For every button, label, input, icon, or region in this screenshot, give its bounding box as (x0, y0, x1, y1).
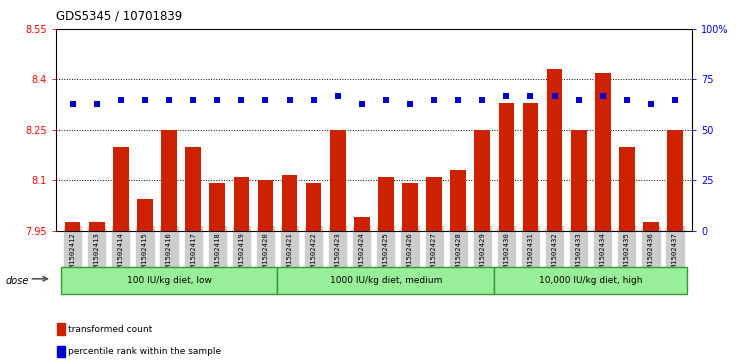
Bar (595, 73, 611, 231)
Point (621, 97, 633, 102)
Bar (426, 177, 442, 231)
Point (235, 97, 247, 102)
Point (260, 97, 272, 102)
Text: percentile rank within the sample: percentile rank within the sample (68, 347, 222, 356)
Bar (571, 130, 586, 231)
Point (452, 97, 464, 102)
Bar (113, 147, 129, 231)
Bar (306, 184, 321, 231)
Point (211, 97, 223, 102)
Bar (57, 346, 65, 357)
Bar (330, 130, 345, 231)
Bar (354, 217, 370, 231)
Bar (619, 147, 635, 231)
Point (669, 97, 681, 102)
Bar (137, 199, 153, 231)
Bar (522, 103, 539, 231)
Point (404, 101, 416, 106)
Bar (475, 130, 490, 231)
Bar (667, 130, 683, 231)
Bar (209, 184, 225, 231)
Point (476, 97, 488, 102)
Bar (89, 222, 105, 231)
Bar (403, 184, 418, 231)
Bar (161, 130, 177, 231)
Point (501, 93, 513, 98)
Bar (378, 177, 394, 231)
Bar (282, 175, 298, 231)
Point (187, 97, 199, 102)
Text: 100 IU/kg diet, low: 100 IU/kg diet, low (126, 276, 211, 285)
Bar (498, 103, 514, 231)
Bar (257, 180, 273, 231)
Point (308, 97, 320, 102)
Point (548, 93, 560, 98)
Bar (494, 266, 687, 294)
Point (573, 97, 585, 102)
Point (525, 93, 536, 98)
Bar (65, 222, 80, 231)
Text: 1000 IU/kg diet, medium: 1000 IU/kg diet, medium (330, 276, 442, 285)
Point (428, 97, 440, 102)
Point (283, 97, 295, 102)
Point (380, 97, 392, 102)
Bar (234, 177, 249, 231)
Text: 10,000 IU/kg diet, high: 10,000 IU/kg diet, high (539, 276, 643, 285)
Point (645, 101, 657, 106)
Bar (643, 222, 658, 231)
Bar (57, 323, 65, 335)
Bar (185, 147, 201, 231)
Point (67, 101, 79, 106)
Bar (450, 170, 466, 231)
Point (115, 97, 126, 102)
Point (163, 97, 175, 102)
Point (356, 101, 368, 106)
Point (332, 93, 344, 98)
Point (139, 97, 151, 102)
Bar (60, 266, 278, 294)
Point (597, 93, 609, 98)
Bar (278, 266, 494, 294)
Point (91, 101, 103, 106)
Text: dose: dose (6, 276, 29, 286)
Bar (547, 69, 562, 231)
Text: GDS5345 / 10701839: GDS5345 / 10701839 (56, 9, 182, 22)
Text: transformed count: transformed count (68, 325, 153, 334)
